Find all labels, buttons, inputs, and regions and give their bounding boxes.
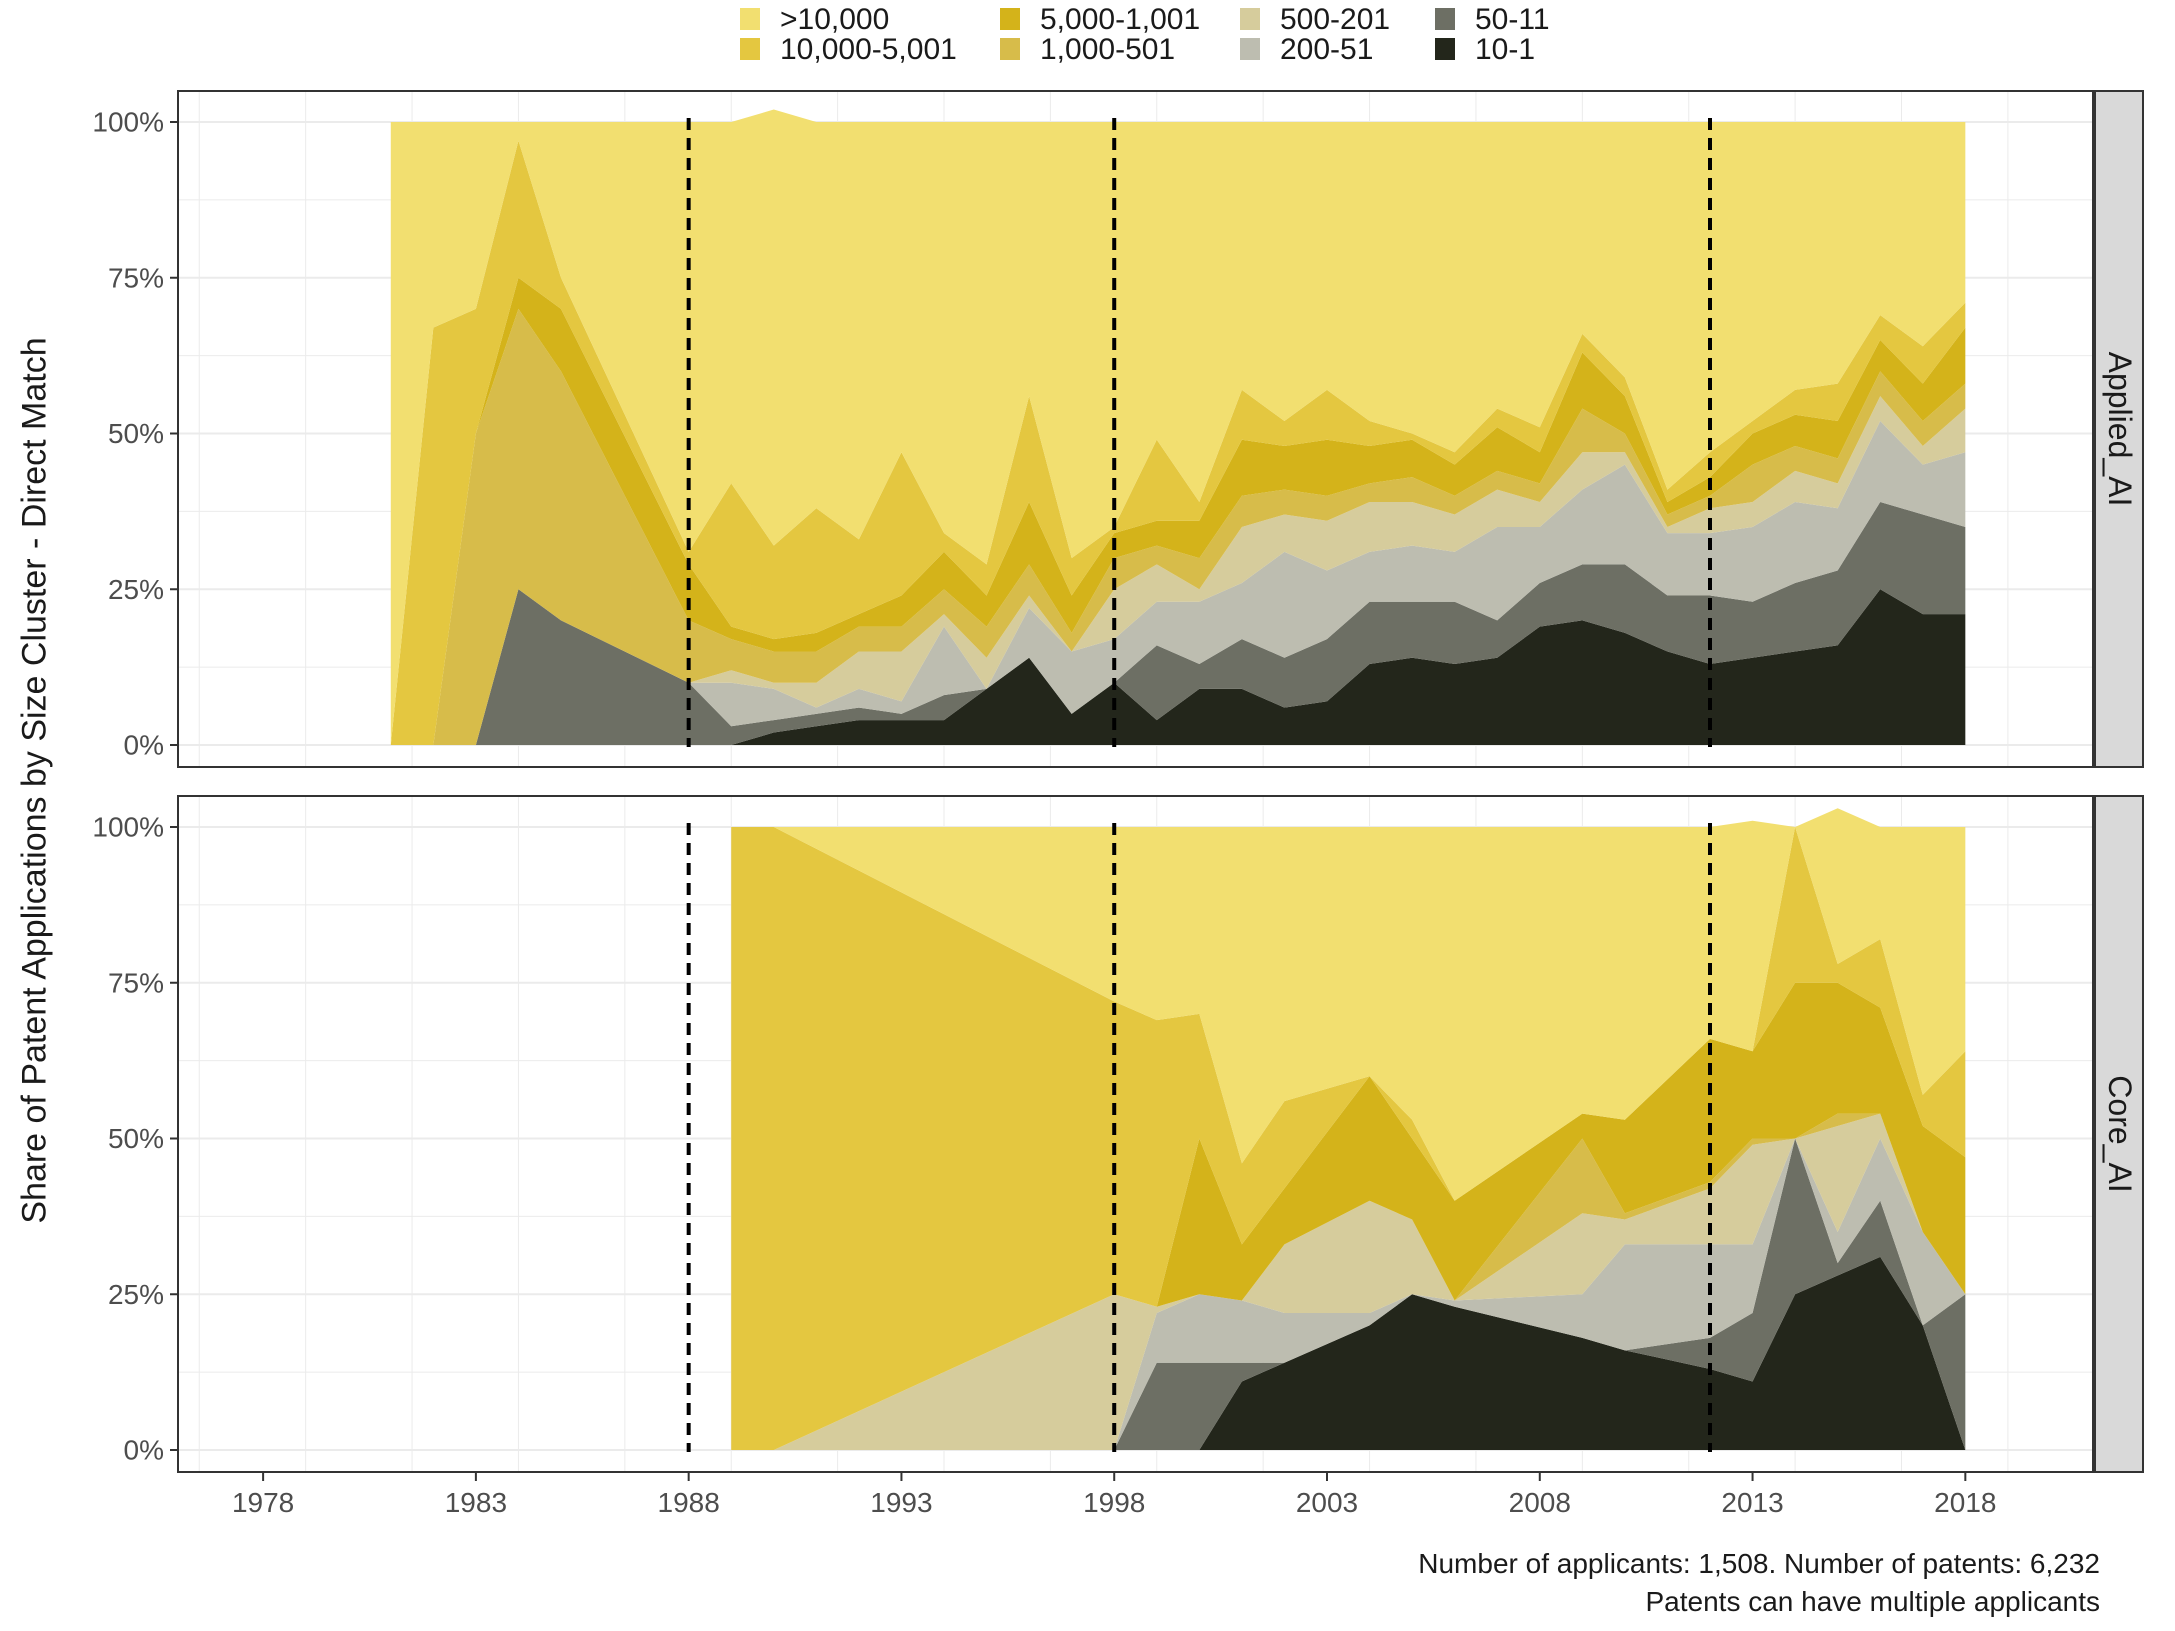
legend-label: 10,000-5,001 — [780, 33, 957, 66]
legend-label: 5,000-1,001 — [1040, 3, 1200, 36]
legend-swatch — [1240, 8, 1260, 30]
y-tick-label: 25% — [108, 1279, 164, 1310]
area-series — [390, 109, 1966, 746]
legend-item: 50-11 — [1435, 3, 1550, 36]
area-series — [390, 502, 1966, 745]
facet-strip — [2094, 795, 2144, 1473]
y-tick-label: 50% — [108, 1123, 164, 1154]
area-series — [390, 308, 1966, 745]
legend-item: 200-51 — [1240, 33, 1373, 66]
legend-label: >10,000 — [780, 3, 889, 36]
x-tick-label: 1978 — [232, 1487, 294, 1518]
y-tick-label: 75% — [108, 262, 164, 293]
legend-swatch — [1000, 38, 1020, 60]
facet-label: Applied_AI — [2102, 352, 2138, 507]
panel-border — [177, 795, 2094, 1473]
legend-item: 10-1 — [1435, 33, 1535, 66]
y-tick-label: 100% — [92, 812, 164, 843]
area-series — [731, 827, 1966, 1450]
x-tick-label: 2008 — [1509, 1487, 1571, 1518]
legend-swatch — [1435, 8, 1455, 30]
caption-line-2: Patents can have multiple applicants — [1645, 1586, 2101, 1617]
area-series — [390, 396, 1966, 745]
area-series — [390, 589, 1966, 745]
facet-strip — [2094, 90, 2144, 768]
area-series — [731, 1138, 1966, 1450]
x-tick-label: 1998 — [1083, 1487, 1145, 1518]
y-tick-label: 75% — [108, 967, 164, 998]
y-tick-label: 0% — [124, 1435, 164, 1466]
area-series — [390, 421, 1966, 745]
y-axis-title: Share of Patent Applications by Size Clu… — [15, 60, 55, 1500]
y-tick-label: 100% — [92, 107, 164, 138]
legend-item: >10,000 — [740, 3, 889, 36]
legend-swatch — [1240, 38, 1260, 60]
x-tick-label: 1988 — [658, 1487, 720, 1518]
legend-swatch — [740, 8, 760, 30]
legend-label: 50-11 — [1475, 3, 1550, 36]
x-tick-label: 1983 — [445, 1487, 507, 1518]
caption-line-1: Number of applicants: 1,508. Number of p… — [1418, 1548, 2100, 1579]
y-axis-title-text: Share of Patent Applications by Size Clu… — [15, 336, 54, 1224]
legend-swatch — [740, 38, 760, 60]
legend-label: 1,000-501 — [1040, 33, 1175, 66]
legend-swatch — [1435, 38, 1455, 60]
panel-Applied_AI: Applied_AI 0% 25% 50% 75% 100% — [92, 90, 2144, 768]
area-series — [390, 140, 1966, 745]
panel-border — [177, 90, 2094, 768]
x-tick-label: 2018 — [1934, 1487, 1996, 1518]
x-tick-label: 2003 — [1296, 1487, 1358, 1518]
legend-label: 200-51 — [1280, 33, 1373, 66]
legend-item: 5,000-1,001 — [1000, 3, 1200, 36]
legend-item: 10,000-5,001 — [740, 33, 957, 66]
caption: Number of applicants: 1,508. Number of p… — [1418, 1545, 2100, 1621]
legend-label: 10-1 — [1475, 33, 1535, 66]
area-series — [731, 1113, 1966, 1450]
y-tick-label: 0% — [124, 730, 164, 761]
area-series — [731, 982, 1966, 1450]
legend-swatch — [1000, 8, 1020, 30]
area-series — [731, 808, 1966, 1201]
y-tick-label: 50% — [108, 418, 164, 449]
panel-Core_AI: Core_AI 0% 25% 50% 75% 100% — [92, 795, 2144, 1473]
legend-item: 500-201 — [1240, 3, 1390, 36]
facet-label: Core_AI — [2102, 1075, 2138, 1192]
area-series — [390, 277, 1966, 745]
x-tick-label: 2013 — [1721, 1487, 1783, 1518]
legend-label: 500-201 — [1280, 3, 1390, 36]
area-series — [731, 1256, 1966, 1450]
x-tick-label: 1993 — [870, 1487, 932, 1518]
legend-item: 1,000-501 — [1000, 33, 1175, 66]
y-tick-label: 25% — [108, 574, 164, 605]
